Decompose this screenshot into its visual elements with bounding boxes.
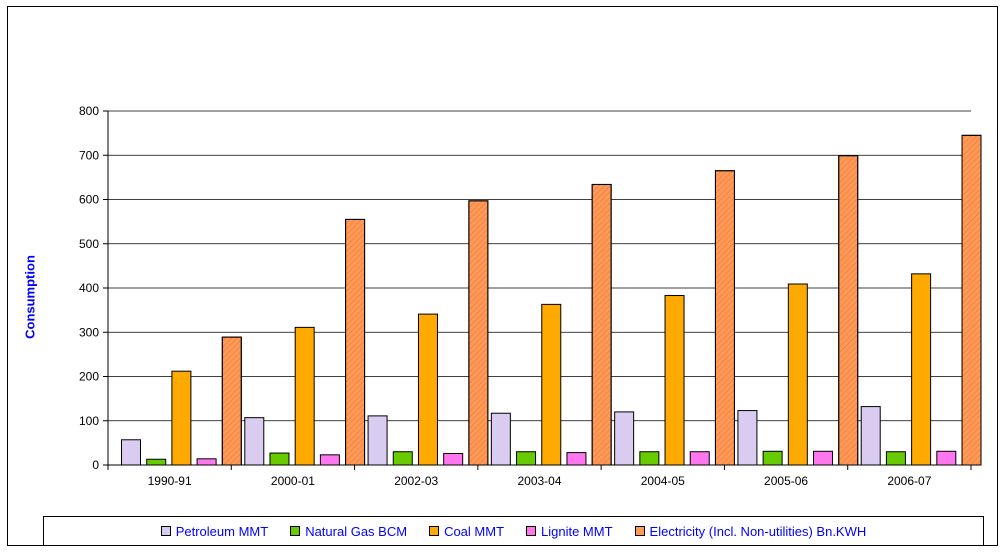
legend-swatch [526,526,537,536]
y-tick-label: 300 [79,325,99,339]
y-tick-label: 600 [79,193,99,207]
legend-label: Electricity (Incl. Non-utilities) Bn.KWH [649,523,867,539]
legend-label: Coal MMT [444,523,505,539]
y-tick-label: 700 [79,148,99,162]
legend-swatch [290,526,301,536]
legend: Petroleum MMT Natural Gas BCM Coal MMT Lign… [43,516,984,546]
y-tick-label: 200 [79,370,99,384]
bar [860,406,881,466]
bar-hatch [838,155,859,466]
bar [516,451,537,466]
y-tick-label: 100 [79,414,99,428]
bar-hatch [345,218,366,466]
legend-label: Natural Gas BCM [305,523,408,539]
bar [566,452,587,466]
x-tick-label: 2006-07 [887,474,931,488]
legend-label: Lignite MMT [541,523,613,539]
bar [121,439,141,466]
legend-item: Lignite MMT [526,524,613,539]
legend-label: Petroleum MMT [175,523,269,539]
bar [417,313,438,466]
x-tick-label: 2004-05 [641,474,685,488]
legend-item: Petroleum MMT [160,523,269,539]
bar [541,303,562,466]
bar [146,458,167,466]
legend-swatch [634,526,645,536]
bar [936,450,957,466]
x-tick-label: 2003-04 [517,474,561,488]
bar [443,452,464,466]
y-tick-label: 800 [79,104,99,118]
bar [367,415,388,466]
bar [664,295,685,466]
bar [639,451,660,466]
bar [614,411,635,466]
y-axis-label: Consumption [22,255,38,339]
bar [689,451,710,466]
legend-item: Natural Gas BCM [290,524,407,539]
chart-frame: 0 100 200 300 400 500 600 700 800 1990-91 2000-01 2… [7,6,998,546]
bar-chart: 0 100 200 300 400 500 600 700 800 1990-91 2000-01 2… [79,104,982,488]
x-tick-label: 2005-06 [764,474,808,488]
x-tick-label: 2002-03 [394,474,438,488]
bar [911,273,932,466]
x-tick-label: 1990-91 [148,474,192,488]
bar [319,454,340,466]
bar-hatch [221,336,242,466]
y-tick-label: 400 [79,281,99,295]
y-tick-label: 500 [79,237,99,251]
legend-item: Coal MMT [429,524,504,539]
bar [244,417,265,466]
bar [294,326,315,466]
bar-hatch [714,170,735,466]
legend-item: Electricity (Incl. Non-utilities) Bn.KWH [634,523,867,539]
bar-hatch [591,183,612,466]
bar [813,450,834,466]
bar [787,283,808,466]
bar [171,370,192,466]
legend-swatch [429,526,440,536]
bar-hatch [961,134,982,466]
legend-swatch [160,526,171,536]
x-tick-label: 2000-01 [271,474,315,488]
bar [737,410,758,466]
bar [196,458,217,466]
bar [269,452,290,466]
bar [885,451,906,466]
bar-hatch [468,200,489,466]
bar [490,412,511,466]
bar [762,450,783,466]
bar [392,451,413,466]
y-tick-label: 0 [92,458,99,472]
